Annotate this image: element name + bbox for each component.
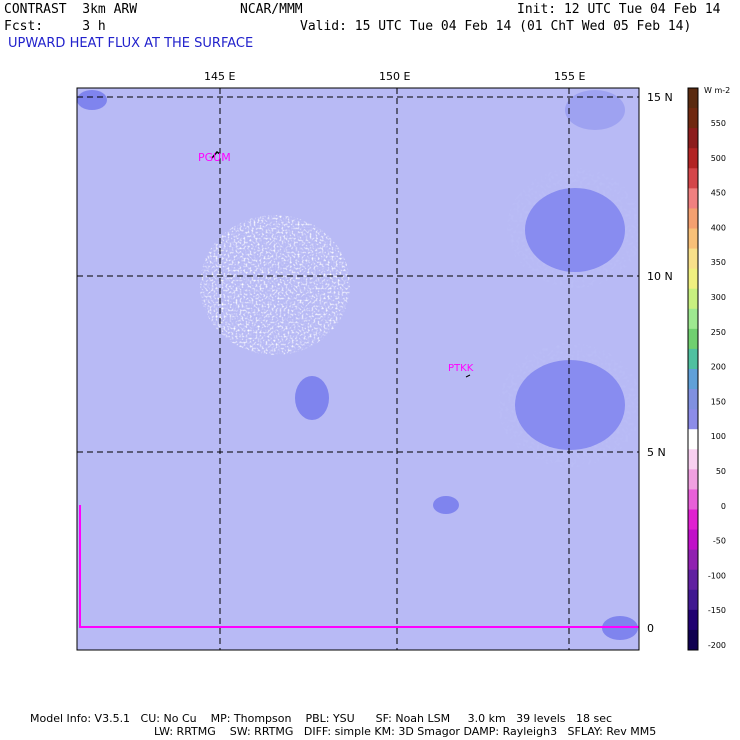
colorbar-swatch — [688, 228, 698, 250]
colorbar-swatch — [688, 248, 698, 270]
forecast-hour: Fcst: 3 h — [4, 19, 106, 34]
colorbar-swatch — [688, 288, 698, 310]
colorbar-swatch — [688, 529, 698, 551]
colorbar-swatch — [688, 128, 698, 149]
flux-patch-central — [295, 376, 329, 420]
colorbar-tick-label: 300 — [711, 293, 726, 302]
colorbar-swatch — [688, 609, 698, 631]
lat-label-10n: 10 N — [647, 270, 673, 283]
guam-coastline — [211, 151, 221, 159]
station-ptkk: PTKK — [448, 363, 474, 374]
colorbar-swatch — [688, 328, 698, 350]
colorbar-tick-label: 550 — [711, 119, 726, 128]
colorbar-tick-label: -150 — [708, 606, 726, 615]
chuuk-coastline — [465, 374, 471, 378]
flux-patch-corner-nw — [77, 90, 107, 110]
colorbar-swatch — [688, 509, 698, 531]
colorbar-swatch — [688, 389, 698, 410]
colorbar-tick-label: 200 — [711, 363, 726, 372]
colorbar-swatch — [688, 369, 698, 390]
colorbar-tick-label: -200 — [708, 641, 726, 650]
colorbar-tick-label: 0 — [721, 502, 726, 511]
colorbar-frame — [687, 87, 699, 651]
flux-patch-south — [433, 496, 459, 514]
flux-patch-north — [565, 90, 625, 130]
colorbar-swatch — [688, 168, 698, 189]
lon-label-145: 145 E — [204, 70, 236, 83]
colorbar-swatch — [688, 409, 698, 430]
colorbar-tick-label: 500 — [711, 154, 726, 163]
station-pgum: PGUM — [198, 151, 231, 164]
colorbar-tick-label: 150 — [711, 397, 726, 406]
colorbar-tick-label: 100 — [711, 432, 726, 441]
colorbar-swatch — [688, 449, 698, 470]
colorbar-swatch — [688, 489, 698, 510]
flux-patch-northeast — [507, 168, 639, 288]
colorbar-tick-label: -50 — [713, 537, 726, 546]
colorbar-tick-label: 400 — [711, 223, 726, 232]
colorbar-units: W m-2 — [704, 86, 731, 95]
colorbar-swatch — [688, 308, 698, 330]
lon-label-155: 155 E — [554, 70, 586, 83]
lat-label-15n: 15 N — [647, 91, 673, 104]
field-title: UPWARD HEAT FLUX AT THE SURFACE — [8, 36, 254, 51]
flux-speckles-white — [200, 215, 350, 355]
colorbar-tick-label: 250 — [711, 328, 726, 337]
colorbar-tick-label: 450 — [711, 189, 726, 198]
colorbar-swatch — [688, 348, 698, 370]
colorbar-swatch — [688, 549, 698, 571]
model-name: CONTRAST 3km ARW — [4, 2, 138, 17]
colorbar-swatch — [688, 429, 698, 450]
colorbar-swatch — [688, 148, 698, 169]
init-time: Init: 12 UTC Tue 04 Feb 14 — [517, 2, 721, 17]
colorbar-swatch — [688, 88, 698, 109]
colorbar-swatch — [688, 208, 698, 229]
colorbar-swatch — [688, 188, 698, 209]
colorbar-tick-label: -100 — [708, 571, 726, 580]
lon-label-150: 150 E — [379, 70, 411, 83]
domain-boundary — [79, 505, 639, 628]
colorbar-swatch — [688, 108, 698, 129]
colorbar-swatch — [688, 629, 698, 651]
map-frame — [76, 87, 640, 651]
lat-label-0: 0 — [647, 622, 654, 635]
colorbar-swatch — [688, 469, 698, 490]
valid-time: Valid: 15 UTC Tue 04 Feb 14 (01 ChT Wed … — [300, 19, 692, 34]
colorbar-swatch — [688, 589, 698, 611]
lat-lon-grid — [77, 88, 639, 650]
organization: NCAR/MMM — [240, 2, 303, 17]
colorbar-tick-label: 50 — [716, 467, 726, 476]
lat-label-5n: 5 N — [647, 446, 666, 459]
colorbar-tick-label: 350 — [711, 258, 726, 267]
colorbar-swatch — [688, 569, 698, 591]
colorbar-swatch — [688, 268, 698, 290]
colorbar: 550500450400350300250200150100500-50-100… — [687, 87, 726, 651]
model-info-line2: LW: RRTMG SW: RRTMG DIFF: simple KM: 3D … — [154, 725, 657, 738]
model-info-line1: Model Info: V3.5.1 CU: No Cu MP: Thompso… — [30, 712, 613, 725]
